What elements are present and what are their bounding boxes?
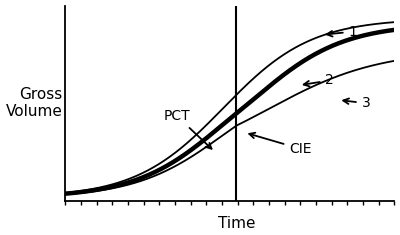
Text: Time: Time	[218, 215, 255, 231]
Text: 2: 2	[304, 73, 334, 87]
Text: 1: 1	[327, 25, 357, 39]
Text: CIE: CIE	[249, 133, 312, 156]
Text: PCT: PCT	[164, 109, 212, 149]
Text: 3: 3	[343, 96, 370, 110]
Y-axis label: Gross
Volume: Gross Volume	[6, 87, 62, 119]
